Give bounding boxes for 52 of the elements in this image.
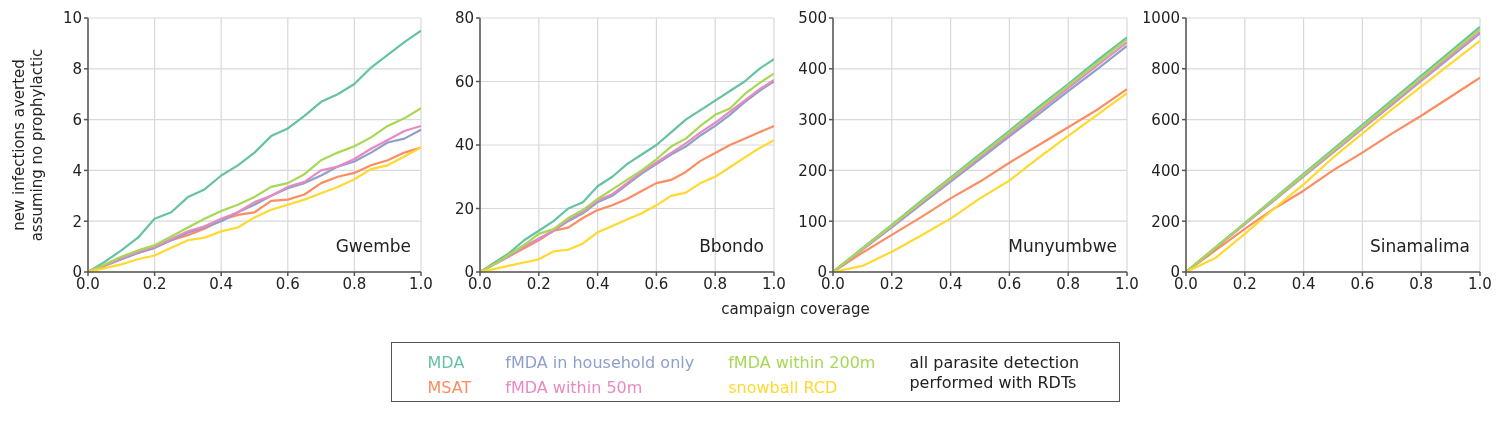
text: snowball RCD [728, 378, 839, 397]
y-tick-label: 20 [454, 199, 474, 218]
y-tick-label: 10 [62, 9, 82, 28]
y-tick-label: 400 [798, 60, 827, 79]
x-tick-label: 1.0 [1468, 274, 1492, 293]
x-tick-label: 0.8 [1409, 274, 1434, 293]
y-tick-label: 600 [1151, 110, 1180, 129]
y-tick-label: 500 [798, 9, 827, 28]
x-tick-label: 0.4 [585, 274, 610, 293]
text: MDA [427, 353, 466, 372]
x-axis-title: campaign coverage [720, 300, 871, 320]
y-tick-label: 400 [1151, 161, 1180, 180]
text: Munyumbwe [1008, 236, 1117, 256]
text: MSAT [427, 378, 472, 397]
y-tick-label: 4 [72, 161, 82, 180]
y-axis-title: new infections averted assuming no prophylactic [10, 48, 46, 242]
x-tick-label: 0.6 [997, 274, 1022, 293]
y-tick-label: 40 [454, 136, 474, 155]
y-tick-label: 1000 [1141, 9, 1180, 28]
x-tick-label: 1.0 [762, 274, 786, 293]
x-tick-label: 0.6 [644, 274, 669, 293]
text: fMDA within 50m [505, 378, 644, 397]
text: Bbondo [699, 236, 764, 256]
x-tick-label: 0.4 [209, 274, 234, 293]
x-tick-label: 0.2 [526, 274, 551, 293]
x-tick-label: 1.0 [1115, 274, 1139, 293]
text: Gwembe [335, 236, 411, 256]
y-tick-label: 60 [454, 72, 474, 91]
text: Sinamalima [1369, 236, 1470, 256]
x-tick-label: 0.2 [142, 274, 167, 293]
x-tick-label: 0.2 [1232, 274, 1257, 293]
y-tick-label: 6 [72, 110, 82, 129]
x-tick-label: 0.8 [342, 274, 367, 293]
x-tick-label: 0.4 [938, 274, 963, 293]
x-tick-label: 0.6 [275, 274, 300, 293]
x-tick-label: 0.8 [1056, 274, 1081, 293]
x-tick-label: 0.6 [1350, 274, 1375, 293]
text: fMDA in household only [505, 353, 695, 372]
y-tick-label: 200 [1151, 212, 1180, 231]
x-tick-label: 0.8 [703, 274, 728, 293]
x-tick-label: 0.4 [1291, 274, 1316, 293]
y-tick-label: 800 [1151, 60, 1180, 79]
y-tick-label: 300 [798, 110, 827, 129]
y-tick-label: 200 [798, 161, 827, 180]
y-tick-label: 2 [72, 212, 82, 231]
text: fMDA within 200m [728, 353, 876, 372]
text: all parasite detection performed with RDTs [909, 353, 1081, 394]
y-tick-label: 8 [72, 60, 82, 79]
x-tick-label: 0.2 [879, 274, 904, 293]
x-tick-label: 1.0 [409, 274, 433, 293]
y-tick-label: 80 [454, 9, 474, 28]
y-tick-label: 100 [798, 212, 827, 231]
